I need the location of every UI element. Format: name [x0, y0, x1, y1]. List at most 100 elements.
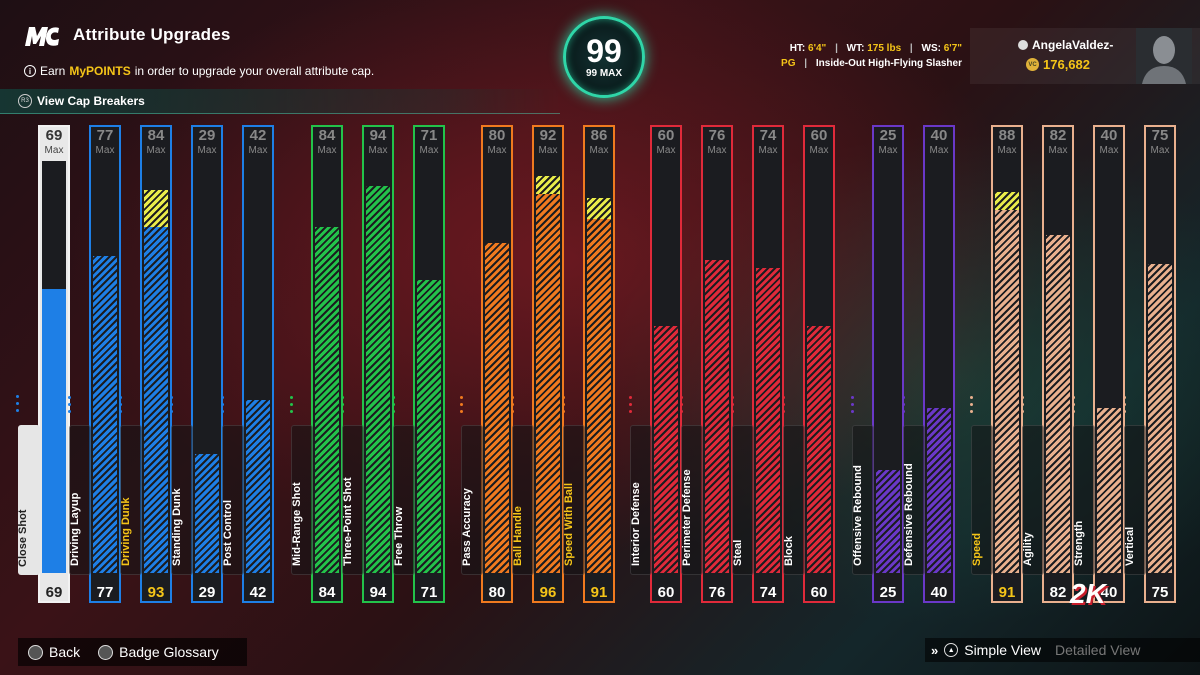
attribute-bar[interactable]: 76 Max Perimeter Defense 76 [680, 125, 733, 603]
bar-cap-value: 42 [249, 127, 267, 144]
bar-max-label: Max [538, 145, 558, 156]
bar-fill [536, 194, 560, 573]
bar-fill [756, 268, 780, 573]
attribute-bar[interactable]: 94 Max Three-Point Shot 94 [341, 125, 394, 603]
attribute-bar[interactable]: 84 Max Driving Dunk 93 [119, 125, 172, 603]
badge-glossary-button[interactable]: Badge Glossary [98, 644, 219, 660]
attribute-name: Standing Dunk [171, 488, 183, 566]
bar-track [144, 161, 168, 573]
simple-view-tab[interactable]: Simple View [964, 642, 1042, 658]
attribute-bar[interactable]: 77 Max Driving Layup 77 [68, 125, 121, 603]
bar-label-tab: Perimeter Defense [680, 396, 703, 575]
bar-dots [562, 396, 565, 417]
attribute-bar[interactable]: 40 Max Defensive Rebound 40 [902, 125, 955, 603]
bar-current-value: 94 [369, 584, 387, 601]
attribute-bar[interactable]: 84 Max Mid-Range Shot 84 [290, 125, 343, 603]
attribute-bar[interactable]: 60 Max Block 60 [782, 125, 835, 603]
bar-dots [68, 396, 71, 417]
bar-current-value: 80 [488, 584, 506, 601]
position-value: PG [781, 58, 796, 69]
bar-track [42, 161, 66, 573]
bar-label-tab: Close Shot [16, 395, 40, 575]
bar-upgrade-fill [995, 192, 1019, 210]
wingspan-value: 6'7" [943, 43, 962, 54]
bar-cap-value: 60 [810, 127, 828, 144]
bar-fill [587, 219, 611, 573]
bar-label-tab: Driving Dunk [119, 396, 142, 575]
attribute-bar[interactable]: 88 Max Speed 91 [970, 125, 1023, 603]
detailed-view-tab[interactable]: Detailed View [1055, 642, 1141, 658]
height-value: 6'4" [808, 43, 827, 54]
bar-max-label: Max [1048, 145, 1068, 156]
info-highlight: MyPOINTS [69, 64, 131, 78]
bar-max-label: Max [758, 145, 778, 156]
bar-track [654, 161, 678, 573]
vc-balance: VC 176,682 [1026, 57, 1090, 72]
attribute-bar[interactable]: 25 Max Offensive Rebound 25 [851, 125, 904, 603]
attribute-bar[interactable]: 60 Max Interior Defense 60 [629, 125, 682, 603]
attribute-bar[interactable]: 74 Max Steal 74 [731, 125, 784, 603]
attribute-bar[interactable]: 40 Max Strength 40 [1072, 125, 1125, 603]
footer-left: Back Badge Glossary [18, 638, 247, 666]
badge-glossary-label: Badge Glossary [119, 644, 219, 660]
view-cap-breakers-button[interactable]: R3 View Cap Breakers [0, 89, 560, 114]
bar-dots [460, 396, 463, 417]
bar-track [876, 161, 900, 573]
bar-label-tab: Driving Layup [68, 396, 91, 575]
bar-label-tab: Mid-Range Shot [290, 396, 313, 575]
bar-label-tab: Free Throw [392, 396, 415, 575]
bar-max-label: Max [929, 145, 949, 156]
attribute-bar[interactable]: 75 Max Vertical 75 [1123, 125, 1176, 603]
bar-dots [221, 396, 224, 417]
attribute-bar[interactable]: 80 Max Pass Accuracy 80 [460, 125, 513, 603]
bar-track [485, 161, 509, 573]
bar-fill [366, 186, 390, 573]
attribute-name: Strength [1073, 520, 1085, 566]
attribute-bar[interactable]: 29 Max Standing Dunk 29 [170, 125, 223, 603]
bar-current-value: 42 [249, 584, 267, 601]
bar-upgrade-fill [536, 176, 560, 194]
bar-cap-value: 71 [420, 127, 438, 144]
bar-fill [705, 260, 729, 573]
wingspan-label: WS: [921, 43, 941, 54]
bar-max-label: Max [419, 145, 439, 156]
bar-fill [315, 227, 339, 573]
bar-dots [341, 396, 344, 417]
bar-dots [629, 396, 632, 417]
attribute-bar[interactable]: 92 Max Ball Handle 96 [511, 125, 564, 603]
attribute-name: Perimeter Defense [681, 469, 693, 566]
attribute-bar[interactable]: 71 Max Free Throw 71 [392, 125, 445, 603]
attribute-name: Free Throw [393, 506, 405, 566]
bar-fill [1046, 235, 1070, 573]
bar-upgrade-fill [587, 198, 611, 219]
overall-max: 99 MAX [585, 67, 623, 79]
bar-dots [170, 396, 173, 417]
bar-max-label: Max [1150, 145, 1170, 156]
bar-dots [970, 396, 973, 417]
view-toggle: » ▲ Simple View Detailed View [925, 638, 1200, 662]
back-button[interactable]: Back [28, 644, 80, 660]
attribute-bar[interactable]: 86 Max Speed With Ball 91 [562, 125, 615, 603]
bar-track [1097, 161, 1121, 573]
attribute-bar[interactable]: 69 Max Close Shot 69 [16, 125, 70, 603]
bar-dots [1021, 396, 1024, 417]
bar-max-label: Max [809, 145, 829, 156]
bar-current-value: 25 [879, 584, 897, 601]
bar-track [536, 161, 560, 573]
bar-fill [876, 470, 900, 573]
attribute-bar[interactable]: 82 Max Agility 82 [1021, 125, 1074, 603]
attribute-name: Interior Defense [630, 482, 642, 566]
attribute-name: Three-Point Shot [342, 477, 354, 566]
bar-cap-value: 76 [708, 127, 726, 144]
bar-cap-value: 40 [930, 127, 948, 144]
attribute-bar[interactable]: 42 Max Post Control 42 [221, 125, 274, 603]
bar-track [195, 161, 219, 573]
avatar [1136, 28, 1192, 84]
height-label: HT: [789, 43, 806, 54]
bar-label-tab: Block [782, 396, 805, 575]
bar-fill [42, 289, 66, 573]
bar-track [315, 161, 339, 573]
bar-max-label: Max [368, 145, 388, 156]
bar-current-value: 77 [96, 584, 114, 601]
bar-current-value: 82 [1049, 584, 1067, 601]
